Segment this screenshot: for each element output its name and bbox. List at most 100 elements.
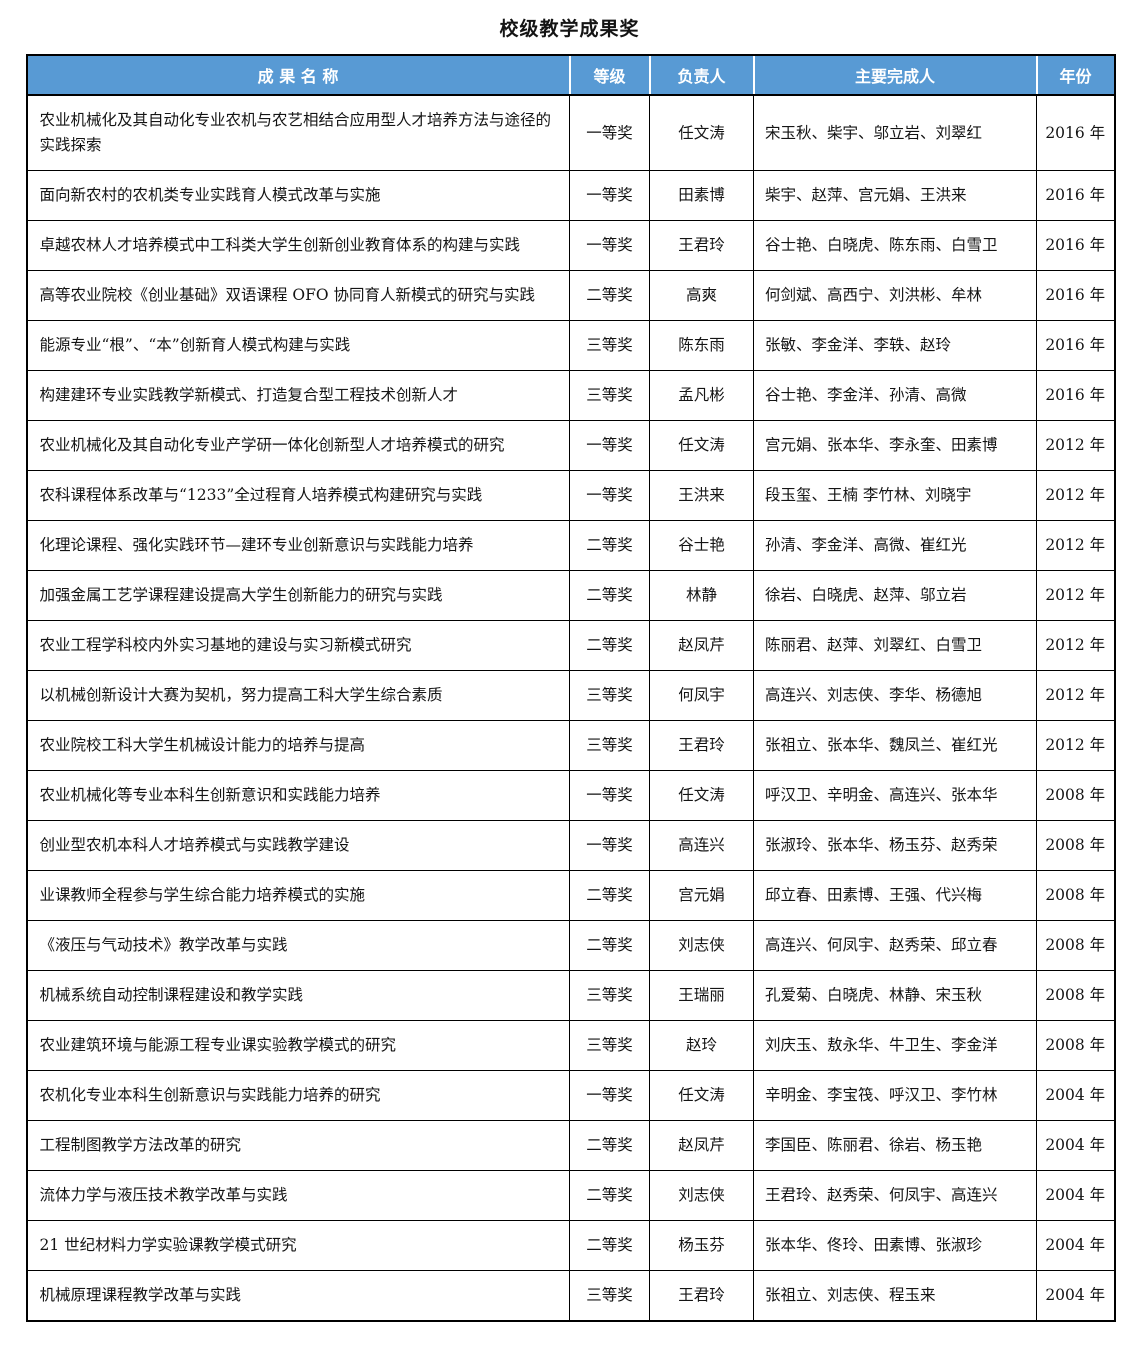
cell-level: 一等奖 <box>569 170 650 221</box>
cell-contributors: 张敏、李金洋、李轶、赵玲 <box>753 320 1037 371</box>
cell-level: 二等奖 <box>569 520 650 571</box>
cell-leader: 赵凤芹 <box>649 1120 754 1171</box>
cell-contributors: 段玉玺、王楠 李竹林、刘晓宇 <box>753 470 1037 521</box>
cell-level: 二等奖 <box>569 270 650 321</box>
cell-level: 二等奖 <box>569 870 650 921</box>
cell-level: 三等奖 <box>569 370 650 421</box>
table-row: 农业机械化等专业本科生创新意识和实践能力培养 一等奖 任文涛 呼汉卫、辛明金、高连兴、… <box>26 770 1115 821</box>
table-row: 机械系统自动控制课程建设和教学实践 三等奖 王瑞丽 孔爱菊、白晓虎、林静、宋玉秋 200… <box>26 970 1115 1021</box>
cell-leader: 任文涛 <box>649 1070 754 1121</box>
cell-contributors: 何剑斌、高西宁、刘洪彬、牟林 <box>753 270 1037 321</box>
cell-leader: 王君玲 <box>649 1270 754 1322</box>
cell-leader: 林静 <box>649 570 754 621</box>
table-row: 高等农业院校《创业基础》双语课程 OFO 协同育人新模式的研究与实践 二等奖 高爽何… <box>26 270 1115 321</box>
table-row: 《液压与气动技术》教学改革与实践 二等奖 刘志侠 高连兴、何凤宇、赵秀荣、邱立春 200… <box>26 920 1115 971</box>
cell-level: 二等奖 <box>569 1170 650 1221</box>
table-row: 创业型农机本科人才培养模式与实践教学建设 一等奖 高连兴 张淑玲、张本华、杨玉芬、赵秀… <box>26 820 1115 871</box>
cell-year: 2008 年 <box>1036 1020 1115 1071</box>
cell-leader: 田素博 <box>649 170 754 221</box>
cell-contributors: 宋玉秋、柴宇、邬立岩、刘翠红 <box>753 94 1037 171</box>
cell-achievement-name: 农机化专业本科生创新意识与实践能力培养的研究 <box>26 1070 570 1121</box>
cell-year: 2012 年 <box>1036 520 1115 571</box>
cell-achievement-name: 加强金属工艺学课程建设提高大学生创新能力的研究与实践 <box>26 570 570 621</box>
cell-year: 2016 年 <box>1036 94 1115 171</box>
cell-year: 2004 年 <box>1036 1070 1115 1121</box>
cell-contributors: 孔爱菊、白晓虎、林静、宋玉秋 <box>753 970 1037 1021</box>
cell-year: 2008 年 <box>1036 920 1115 971</box>
cell-achievement-name: 化理论课程、强化实践环节—建环专业创新意识与实践能力培养 <box>26 520 570 571</box>
cell-leader: 赵凤芹 <box>649 620 754 671</box>
cell-achievement-name: 流体力学与液压技术教学改革与实践 <box>26 1170 570 1221</box>
cell-achievement-name: 机械原理课程教学改革与实践 <box>26 1270 570 1322</box>
cell-year: 2012 年 <box>1036 620 1115 671</box>
cell-contributors: 柴宇、赵萍、宫元娟、王洪来 <box>753 170 1037 221</box>
cell-leader: 孟凡彬 <box>649 370 754 421</box>
column-header-level: 等级 <box>568 54 650 96</box>
cell-year: 2004 年 <box>1036 1220 1115 1271</box>
table-row: 农业机械化及其自动化专业农机与农艺相结合应用型人才培养方法与途径的实践探索 一等奖… <box>26 94 1115 171</box>
cell-achievement-name: 工程制图教学方法改革的研究 <box>26 1120 570 1171</box>
column-header-year: 年份 <box>1035 54 1115 96</box>
cell-achievement-name: 农业机械化及其自动化专业产学研一体化创新型人才培养模式的研究 <box>26 420 570 471</box>
cell-contributors: 李国臣、陈丽君、徐岩、杨玉艳 <box>753 1120 1037 1171</box>
table-row: 农科课程体系改革与“1233”全过程育人培养模式构建研究与实践 一等奖 王洪来 段玉玺… <box>26 470 1115 521</box>
cell-level: 一等奖 <box>569 94 650 171</box>
cell-contributors: 高连兴、何凤宇、赵秀荣、邱立春 <box>753 920 1037 971</box>
cell-achievement-name: 以机械创新设计大赛为契机，努力提高工科大学生综合素质 <box>26 670 570 721</box>
cell-achievement-name: 农科课程体系改革与“1233”全过程育人培养模式构建研究与实践 <box>26 470 570 521</box>
page: 校级教学成果奖 成 果 名 称 等级 负责人 主要完成人 年份 农业机械化及其自… <box>25 0 1116 1332</box>
cell-year: 2012 年 <box>1036 720 1115 771</box>
cell-year: 2016 年 <box>1036 170 1115 221</box>
table-row: 机械原理课程教学改革与实践 三等奖 王君玲 张祖立、刘志侠、程玉来 2004 年 <box>26 1270 1115 1322</box>
cell-contributors: 张祖立、刘志侠、程玉来 <box>753 1270 1037 1322</box>
cell-leader: 任文涛 <box>649 94 754 171</box>
cell-achievement-name: 21 世纪材料力学实验课教学模式研究 <box>26 1220 570 1271</box>
table-row: 以机械创新设计大赛为契机，努力提高工科大学生综合素质 三等奖 何凤宇 高连兴、刘志侠、… <box>26 670 1115 721</box>
cell-year: 2012 年 <box>1036 420 1115 471</box>
cell-contributors: 张祖立、张本华、魏凤兰、崔红光 <box>753 720 1037 771</box>
table-row: 化理论课程、强化实践环节—建环专业创新意识与实践能力培养 二等奖 谷士艳 孙清、李金洋… <box>26 520 1115 571</box>
cell-contributors: 谷士艳、白晓虎、陈东雨、白雪卫 <box>753 220 1037 271</box>
cell-year: 2004 年 <box>1036 1270 1115 1322</box>
cell-level: 三等奖 <box>569 970 650 1021</box>
table-header: 成 果 名 称 等级 负责人 主要完成人 年份 <box>26 54 1115 96</box>
table-row: 构建建环专业实践教学新模式、打造复合型工程技术创新人才 三等奖 孟凡彬 谷士艳、李金洋… <box>26 370 1115 421</box>
cell-leader: 何凤宇 <box>649 670 754 721</box>
cell-achievement-name: 卓越农林人才培养模式中工科类大学生创新创业教育体系的构建与实践 <box>26 220 570 271</box>
cell-level: 三等奖 <box>569 670 650 721</box>
cell-year: 2004 年 <box>1036 1120 1115 1171</box>
cell-achievement-name: 农业机械化及其自动化专业农机与农艺相结合应用型人才培养方法与途径的实践探索 <box>26 94 570 171</box>
cell-achievement-name: 农业机械化等专业本科生创新意识和实践能力培养 <box>26 770 570 821</box>
cell-contributors: 邱立春、田素博、王强、代兴梅 <box>753 870 1037 921</box>
cell-contributors: 谷士艳、李金洋、孙清、高微 <box>753 370 1037 421</box>
cell-year: 2012 年 <box>1036 670 1115 721</box>
table-row: 农业院校工科大学生机械设计能力的培养与提高 三等奖 王君玲 张祖立、张本华、魏凤兰、崔… <box>26 720 1115 771</box>
cell-year: 2016 年 <box>1036 320 1115 371</box>
cell-contributors: 宫元娟、张本华、李永奎、田素博 <box>753 420 1037 471</box>
awards-table: 成 果 名 称 等级 负责人 主要完成人 年份 农业机械化及其自动化专业农机与农… <box>25 54 1116 1322</box>
column-header-leader: 负责人 <box>648 54 754 96</box>
table-row: 农业建筑环境与能源工程专业课实验教学模式的研究 三等奖 赵玲 刘庆玉、敖永华、牛卫生、… <box>26 1020 1115 1071</box>
cell-contributors: 孙清、李金洋、高微、崔红光 <box>753 520 1037 571</box>
cell-achievement-name: 《液压与气动技术》教学改革与实践 <box>26 920 570 971</box>
column-header-contributors: 主要完成人 <box>752 54 1037 96</box>
cell-achievement-name: 构建建环专业实践教学新模式、打造复合型工程技术创新人才 <box>26 370 570 421</box>
cell-level: 三等奖 <box>569 1020 650 1071</box>
cell-achievement-name: 农业工程学科校内外实习基地的建设与实习新模式研究 <box>26 620 570 671</box>
cell-leader: 谷士艳 <box>649 520 754 571</box>
table-row: 农机化专业本科生创新意识与实践能力培养的研究 一等奖 任文涛 辛明金、李宝筏、呼汉卫、… <box>26 1070 1115 1121</box>
cell-achievement-name: 机械系统自动控制课程建设和教学实践 <box>26 970 570 1021</box>
cell-leader: 王洪来 <box>649 470 754 521</box>
cell-level: 一等奖 <box>569 1070 650 1121</box>
cell-level: 一等奖 <box>569 220 650 271</box>
cell-year: 2012 年 <box>1036 470 1115 521</box>
table-row: 能源专业“根”、“本”创新育人模式构建与实践 三等奖 陈东雨 张敏、李金洋、李轶、赵玲… <box>26 320 1115 371</box>
table-row: 工程制图教学方法改革的研究 二等奖 赵凤芹 李国臣、陈丽君、徐岩、杨玉艳 2004 年 <box>26 1120 1115 1171</box>
cell-level: 三等奖 <box>569 1270 650 1322</box>
cell-year: 2008 年 <box>1036 970 1115 1021</box>
cell-year: 2008 年 <box>1036 770 1115 821</box>
cell-level: 一等奖 <box>569 820 650 871</box>
cell-contributors: 陈丽君、赵萍、刘翠红、白雪卫 <box>753 620 1037 671</box>
cell-level: 一等奖 <box>569 420 650 471</box>
cell-contributors: 高连兴、刘志侠、李华、杨德旭 <box>753 670 1037 721</box>
